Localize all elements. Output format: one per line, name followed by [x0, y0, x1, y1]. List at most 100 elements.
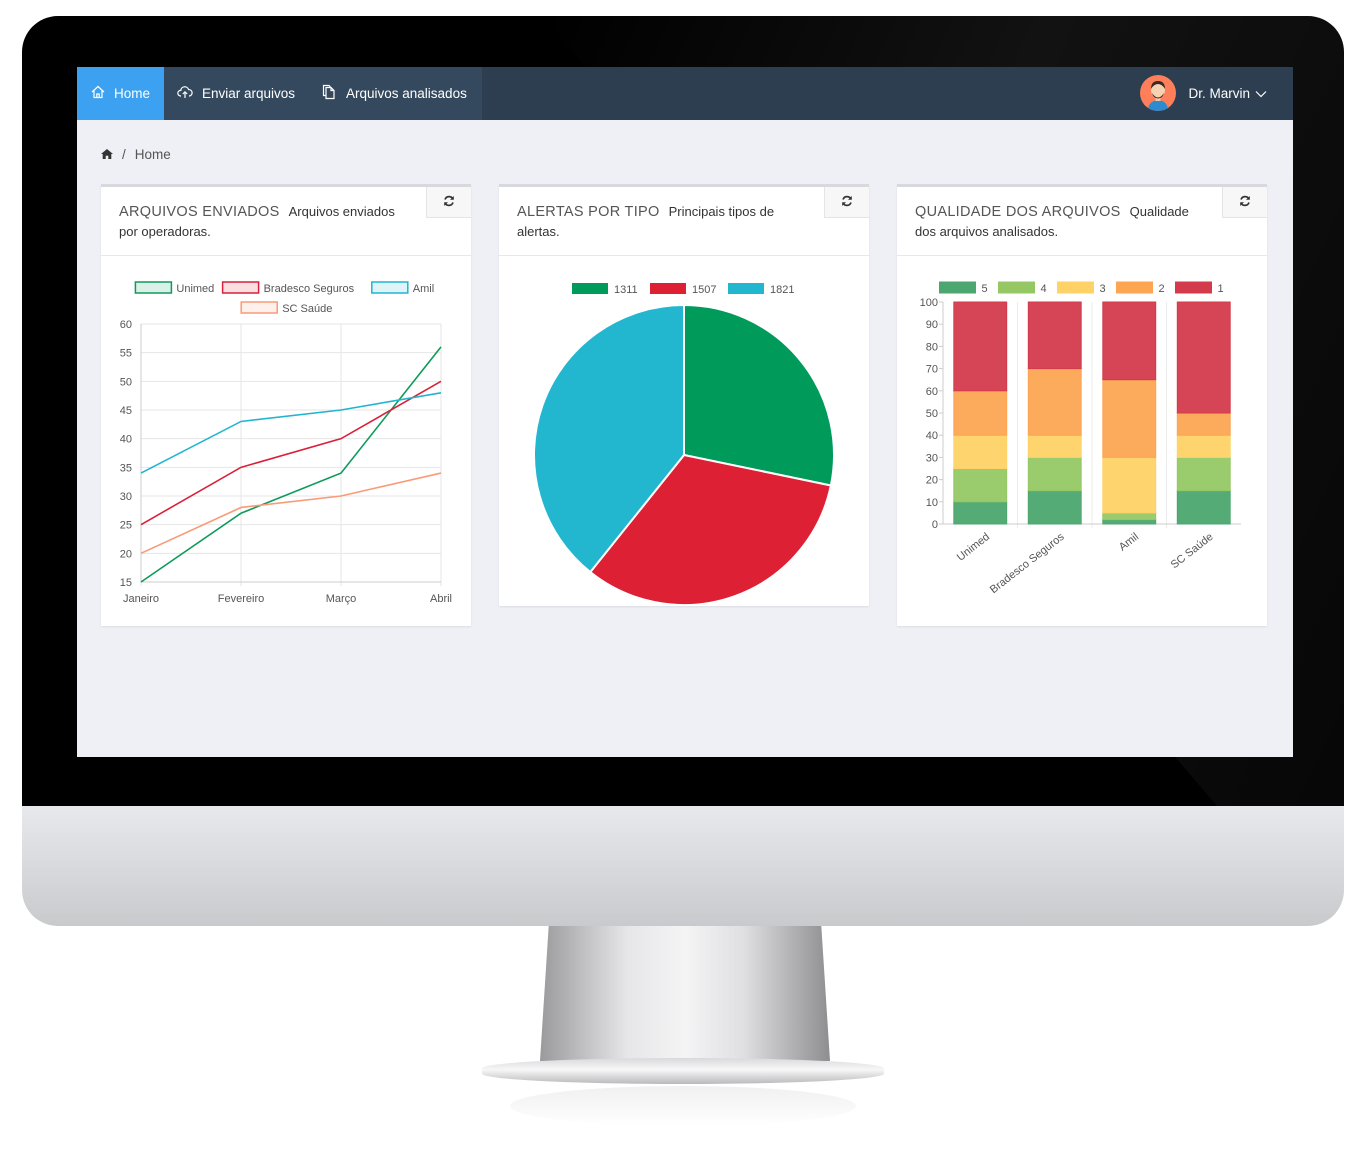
y-tick-label: 40	[926, 430, 938, 442]
refresh-button[interactable]	[426, 187, 471, 218]
legend-swatch	[1175, 281, 1212, 294]
bar-segment	[1027, 301, 1082, 370]
bar-segment	[1176, 412, 1231, 436]
legend-swatch	[1057, 281, 1094, 294]
legend-label: 1821	[770, 284, 794, 296]
series-line	[140, 346, 442, 583]
refresh-icon	[443, 193, 455, 212]
line-chart: Unimed Bradesco Seguros Amil SC Saúde 15 20 25…	[120, 281, 452, 605]
user-name: Dr. Marvin	[1188, 85, 1250, 101]
nav-item-arquivos-analisados[interactable]: Arquivos analisados	[321, 67, 467, 120]
nav-item-label: Home	[113, 86, 150, 101]
panel-subtitle: Arquivos enviados por operadoras.	[119, 204, 395, 239]
monitor-stand	[540, 926, 830, 1061]
app-screen: Home Enviar arquivos Arquivos analisados	[77, 67, 1293, 757]
refresh-button[interactable]	[824, 187, 869, 218]
refresh-icon	[1239, 193, 1251, 212]
y-tick-label: 0	[932, 519, 938, 531]
x-tick-label: Janeiro	[123, 593, 159, 605]
series-line	[140, 392, 442, 474]
legend-label: 2	[1159, 283, 1165, 295]
legend-swatch	[572, 283, 608, 294]
y-tick-label: 50	[120, 376, 132, 388]
legend-label: Amil	[413, 283, 434, 295]
breadcrumb: / Home	[101, 147, 171, 162]
bar-segment	[1102, 379, 1157, 458]
legend-label: SC Saúde	[282, 303, 332, 315]
legend-swatch	[240, 301, 278, 314]
legend-swatch	[939, 281, 976, 294]
bar-segment	[1176, 490, 1231, 525]
bar-segment	[1102, 301, 1157, 381]
breadcrumb-current: Home	[134, 147, 171, 162]
monitor-chin	[22, 806, 1344, 926]
y-tick-label: 25	[120, 520, 132, 532]
panel-alertas-por-tipo: ALERTAS POR TIPO Principais tipos de aler…	[499, 184, 869, 606]
series-line	[140, 472, 442, 555]
avatar	[1140, 75, 1177, 111]
bar-segment	[1176, 434, 1231, 458]
top-navbar: Home Enviar arquivos Arquivos analisados	[77, 67, 1293, 120]
legend-swatch	[371, 281, 409, 294]
pie-slice	[588, 453, 833, 606]
bar-segment	[1102, 512, 1157, 521]
series-line	[140, 380, 442, 526]
refresh-button[interactable]	[1222, 187, 1267, 218]
legend-swatch	[1116, 281, 1153, 294]
y-tick-label: 30	[120, 491, 132, 503]
panel-title: ALERTAS POR TIPO	[517, 204, 660, 220]
x-tick-label: Amil	[1117, 531, 1141, 554]
panel-header: ARQUIVOS ENVIADOS Arquivos enviados por o…	[101, 187, 471, 256]
y-tick-label: 15	[120, 577, 132, 589]
y-tick-label: 50	[926, 408, 938, 420]
legend-swatch	[728, 283, 764, 294]
monitor-foot-shadow	[510, 1086, 856, 1126]
nav-item-home[interactable]: Home	[77, 67, 164, 120]
legend-label: 3	[1100, 283, 1106, 295]
bar-segment	[953, 301, 1008, 392]
y-tick-label: 100	[920, 297, 938, 309]
bar-segment	[1102, 519, 1157, 525]
legend-label: 1507	[692, 284, 716, 296]
legend-label: 4	[1041, 283, 1047, 295]
pie-slice	[533, 303, 685, 574]
bar-segment	[1027, 456, 1082, 492]
nav-item-enviar-arquivos[interactable]: Enviar arquivos	[177, 67, 295, 120]
x-tick-label: Março	[326, 593, 357, 605]
panel-title: QUALIDADE DOS ARQUIVOS	[915, 204, 1121, 220]
bar-segment	[1027, 490, 1082, 525]
x-tick-label: Fevereiro	[218, 593, 264, 605]
y-tick-label: 45	[120, 405, 132, 417]
panel-header: ALERTAS POR TIPO Principais tipos de aler…	[499, 187, 869, 256]
chevron-down-icon	[1255, 86, 1267, 101]
bar-segment	[953, 501, 1008, 525]
breadcrumb-separator: /	[122, 147, 126, 162]
bar-segment	[1176, 301, 1231, 414]
x-tick-label: Bradesco Seguros	[988, 531, 1067, 596]
bar-segment	[1027, 434, 1082, 458]
files-icon	[321, 84, 346, 103]
panel-qualidade-dos-arquivos: QUALIDADE DOS ARQUIVOS Qualidade dos arqu…	[897, 184, 1267, 626]
home-icon[interactable]	[101, 147, 113, 162]
user-menu[interactable]: Dr. Marvin	[1140, 73, 1267, 113]
stacked-bar-chart: 5 4 3 2 10102030405060708090100UnimedBradesc…	[920, 281, 1241, 596]
x-tick-label: Abril	[430, 593, 452, 605]
pie-slice	[683, 303, 835, 487]
nav-item-label: Enviar arquivos	[202, 86, 296, 101]
bar-segment	[953, 468, 1008, 503]
refresh-icon	[841, 193, 853, 212]
nav-item-label: Arquivos analisados	[346, 86, 467, 101]
legend-label: Bradesco Seguros	[264, 283, 355, 295]
y-tick-label: 80	[926, 341, 938, 353]
monitor-foot	[482, 1058, 884, 1084]
y-tick-label: 70	[926, 364, 938, 376]
bar-segment	[953, 434, 1008, 469]
y-tick-label: 20	[926, 475, 938, 487]
legend-label: 1311	[614, 284, 638, 296]
y-tick-label: 30	[926, 452, 938, 464]
bar-segment	[953, 390, 1008, 436]
x-tick-label: Unimed	[955, 531, 992, 564]
y-tick-label: 90	[926, 319, 938, 331]
y-tick-label: 40	[120, 434, 132, 446]
x-tick-label: SC Saúde	[1169, 531, 1216, 571]
